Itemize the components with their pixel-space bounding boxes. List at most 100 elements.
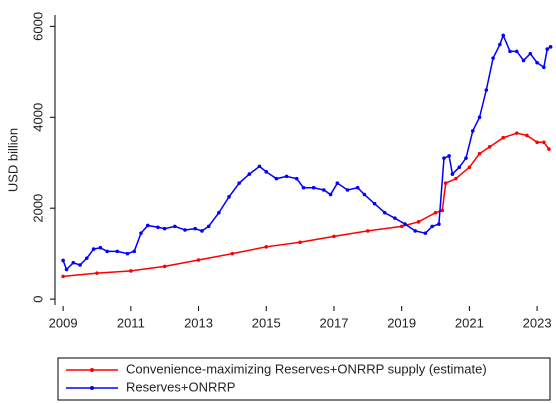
series-point [98, 245, 103, 250]
y-tick-label: 0 [30, 295, 45, 302]
series-point [498, 42, 502, 47]
x-tick-label: 2011 [117, 315, 145, 330]
series-point [332, 234, 336, 239]
series-point [115, 249, 120, 254]
series-point [129, 269, 133, 273]
series-point [403, 222, 407, 226]
series-point [442, 156, 446, 160]
x-tick-label: 2021 [455, 315, 484, 330]
series-point [61, 258, 65, 263]
series-point [264, 170, 269, 174]
legend-marker [90, 368, 94, 372]
series-point [440, 208, 445, 213]
series-point [139, 231, 143, 235]
series-point [393, 216, 397, 220]
series-point [173, 224, 177, 229]
series-point [193, 226, 197, 231]
y-tick-label: 4000 [30, 103, 45, 132]
series-point [294, 176, 299, 181]
series-point [514, 131, 519, 135]
series-point [247, 172, 252, 176]
series-point [366, 229, 370, 233]
series-point [450, 172, 455, 176]
series-point [487, 145, 492, 149]
series-point [298, 240, 302, 245]
series-point [156, 225, 160, 230]
y-axis-label: USD billion [5, 128, 20, 192]
series-point [508, 49, 512, 54]
series-point [257, 164, 262, 169]
series-point [477, 151, 482, 156]
x-tick-label: 2015 [252, 315, 281, 330]
series-point [454, 176, 458, 181]
series-point [362, 192, 367, 197]
series-point [95, 271, 99, 275]
series-point [545, 47, 550, 51]
series-point [542, 65, 546, 70]
series-point [542, 140, 546, 145]
series-point [183, 228, 187, 232]
series-point [467, 165, 472, 170]
series-point [196, 258, 201, 262]
series-point [470, 129, 475, 133]
series-point [501, 135, 506, 140]
series-point [433, 210, 438, 215]
series-point [413, 229, 418, 233]
series-point [206, 224, 211, 229]
series-line [62, 33, 552, 271]
series-point [491, 56, 495, 60]
series-point [274, 176, 279, 181]
series-point [355, 185, 360, 190]
series-point [477, 115, 482, 120]
series-point [416, 220, 421, 224]
series-point [335, 181, 340, 185]
series-point [382, 210, 387, 215]
series-point [547, 147, 551, 151]
series-point [514, 49, 519, 54]
series-point [85, 256, 89, 260]
series-point [521, 58, 526, 63]
series-point [535, 60, 539, 65]
series-point [217, 210, 221, 215]
series-point [328, 192, 333, 197]
series-point [264, 245, 269, 249]
series-point [535, 140, 539, 145]
series-point [284, 174, 289, 179]
series-point [345, 188, 350, 192]
series-point [105, 249, 109, 254]
series-point [61, 274, 65, 279]
x-tick-label: 2009 [49, 315, 78, 330]
series-point [237, 181, 241, 185]
x-tick-label: 2023 [523, 315, 552, 330]
series-point [311, 185, 316, 190]
series-point [464, 156, 468, 160]
series-point [525, 133, 529, 138]
x-tick-label: 2017 [320, 315, 349, 330]
series-point [301, 185, 306, 190]
series-point [447, 154, 451, 158]
series-point [501, 33, 506, 38]
series-point [125, 251, 130, 256]
series-point [200, 229, 204, 233]
series-point [162, 264, 167, 269]
series-point [372, 201, 377, 206]
series-point [78, 263, 82, 267]
series-line [63, 132, 550, 278]
series-point [64, 267, 69, 272]
series-point [227, 195, 231, 199]
legend-box [57, 357, 551, 401]
series-point [91, 247, 96, 251]
series-point [322, 188, 326, 192]
series-point [145, 223, 150, 228]
x-tick-label: 2013 [184, 315, 213, 330]
series-point [71, 260, 76, 265]
series-point [437, 222, 441, 226]
series-point [230, 251, 235, 256]
series-point [423, 231, 428, 235]
legend-label: Convenience-maximizing Reserves+ONRRP su… [126, 361, 487, 376]
legend-label: Reserves+ONRRP [126, 379, 235, 394]
series-point [132, 249, 137, 254]
series-point [443, 181, 448, 185]
series-point [430, 224, 434, 229]
